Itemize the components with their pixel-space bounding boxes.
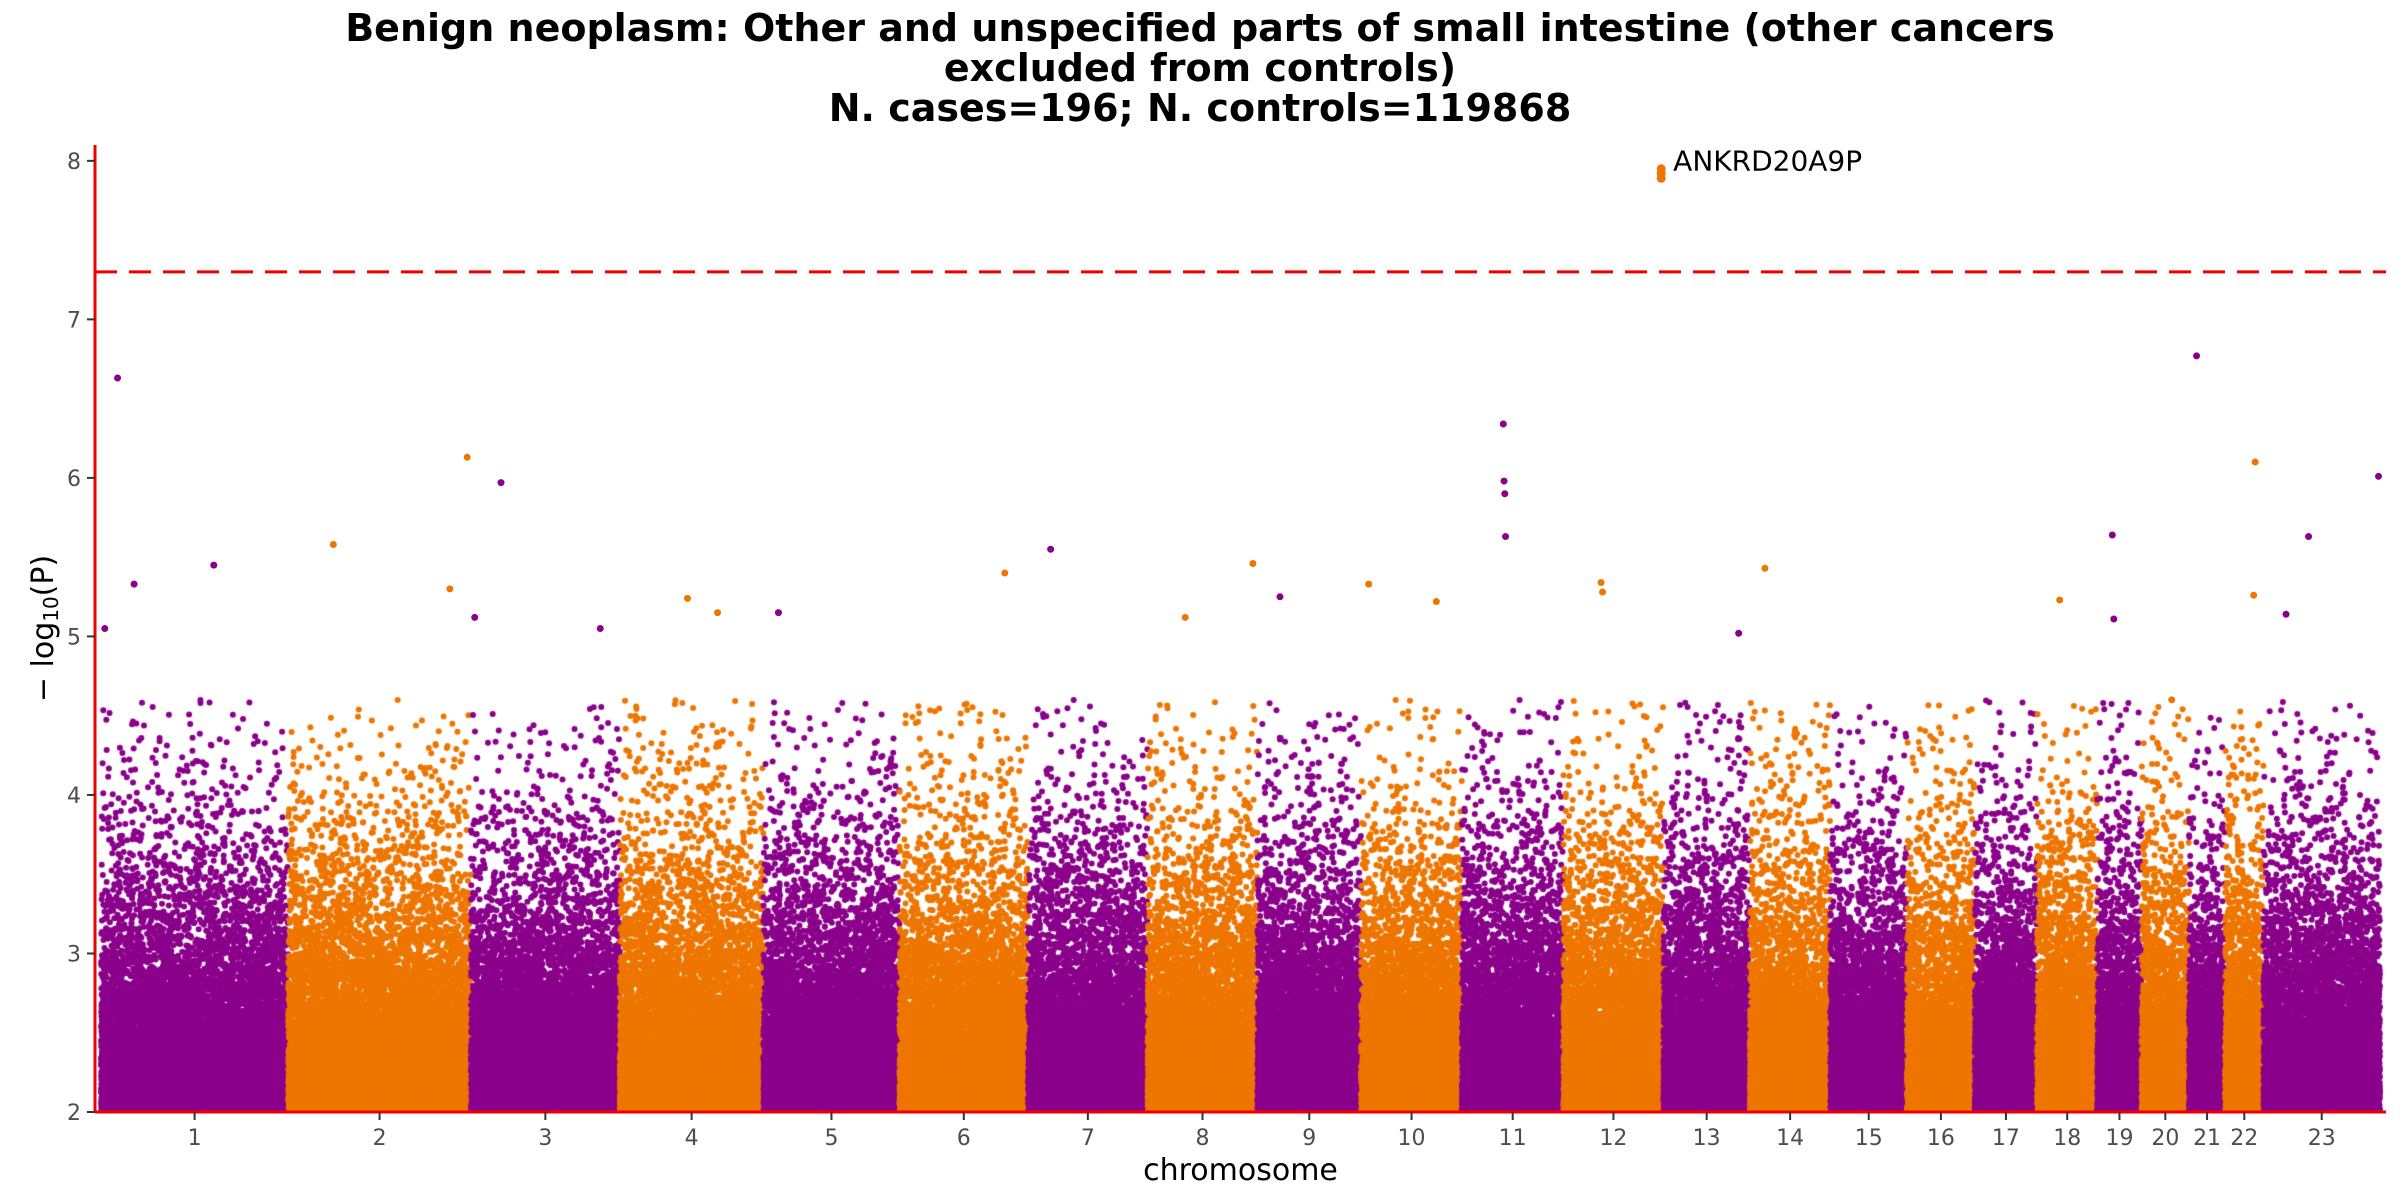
top-hit-point [1761, 564, 1769, 572]
y-tick-label: 2 [67, 1101, 81, 1126]
top-hit-point [1276, 593, 1284, 601]
top-hit-point [1501, 490, 1509, 498]
x-tick-label: 23 [2308, 1126, 2336, 1151]
top-hit-point [446, 585, 454, 593]
x-tick-label: 9 [1302, 1126, 1316, 1151]
top-hit-point [683, 594, 691, 602]
points-layer [95, 145, 2386, 1112]
x-tick-label: 4 [685, 1126, 699, 1151]
y-tick-label: 7 [67, 308, 81, 333]
chart-title-line-3: N. cases=196; N. controls=119868 [828, 86, 1572, 130]
x-tick-label: 20 [2151, 1126, 2179, 1151]
y-tick-label: 4 [67, 784, 81, 809]
x-tick-label: 8 [1196, 1126, 1210, 1151]
top-hit-point [210, 561, 218, 569]
y-axis-title: − log10(P) [26, 555, 63, 702]
x-tick-label: 10 [1398, 1126, 1426, 1151]
top-hit-point [1499, 420, 1507, 428]
chart-title: Benign neoplasm: Other and unspecified p… [0, 8, 2400, 128]
x-tick-label: 5 [824, 1126, 838, 1151]
top-hit-point [497, 479, 505, 487]
x-axis-title: chromosome [1143, 1153, 1338, 1188]
top-hit-point [1432, 598, 1440, 606]
y-tick-label: 8 [67, 150, 81, 175]
top-hit-point [1181, 613, 1189, 621]
x-tick-label: 3 [538, 1126, 552, 1151]
top-hit-point [101, 625, 109, 632]
top-hit-point [2056, 596, 2064, 604]
top-hit-point [130, 580, 138, 588]
top-hit-point [2168, 696, 2176, 704]
top-hit-point [2251, 458, 2259, 466]
chart-title-line-2: excluded from controls) [943, 46, 1457, 90]
annotation-label: ANKRD20A9P [1673, 145, 1862, 178]
background-points [95, 145, 2386, 1112]
top-hit-point [463, 453, 471, 461]
y-tick-label: 3 [67, 942, 81, 967]
top-hits-layer [101, 352, 2382, 704]
top-hit-point [114, 374, 122, 382]
top-hit-point [1249, 560, 1257, 568]
chart-title-line-1: Benign neoplasm: Other and unspecified p… [345, 6, 2055, 50]
top-hit-point [1500, 477, 1508, 485]
x-tick-label: 15 [1855, 1126, 1883, 1151]
top-hit-point [1599, 588, 1607, 596]
x-tick-label: 2 [373, 1126, 387, 1151]
y-tick-label: 5 [67, 625, 81, 650]
y-tick-label: 6 [67, 467, 81, 492]
x-tick-label: 13 [1693, 1126, 1721, 1151]
top-hit-point [471, 613, 479, 621]
x-tick-label: 19 [2105, 1126, 2133, 1151]
top-hit-point [2305, 533, 2313, 541]
top-hit-point [2250, 591, 2258, 599]
top-hit-point [2282, 610, 2290, 618]
x-tick-label: 11 [1499, 1126, 1527, 1151]
top-hit-point [596, 625, 604, 632]
top-hit-point [2374, 472, 2382, 480]
top-hit-point [774, 609, 782, 617]
axes-layer [93, 145, 2386, 1114]
x-tick-label: 22 [2230, 1126, 2258, 1151]
top-hit-point [1365, 580, 1373, 588]
x-tick-label: 7 [1081, 1126, 1095, 1151]
x-tick-label: 21 [2193, 1126, 2221, 1151]
top-hit-point [2193, 352, 2201, 360]
top-hit-point [1001, 569, 1009, 577]
top-hit-point [2110, 615, 2118, 623]
top-hit-point [1735, 629, 1743, 637]
x-tick-label: 6 [957, 1126, 971, 1151]
top-hit-point [2108, 531, 2116, 539]
x-tick-label: 12 [1599, 1126, 1627, 1151]
top-hit-point [1502, 533, 1510, 541]
x-tick-label: 14 [1776, 1126, 1804, 1151]
x-tick-label: 1 [188, 1126, 202, 1151]
top-hit-point [329, 540, 337, 548]
x-tick-label: 18 [2053, 1126, 2081, 1151]
annotation-layer: ANKRD20A9P [1656, 145, 1862, 183]
top-hit-point [1047, 545, 1055, 553]
top-hit-point [714, 609, 722, 617]
top-hit-point [1597, 579, 1605, 587]
x-tick-label: 16 [1927, 1126, 1955, 1151]
annotated-hit-point [1656, 164, 1666, 174]
x-tick-label: 17 [1992, 1126, 2020, 1151]
